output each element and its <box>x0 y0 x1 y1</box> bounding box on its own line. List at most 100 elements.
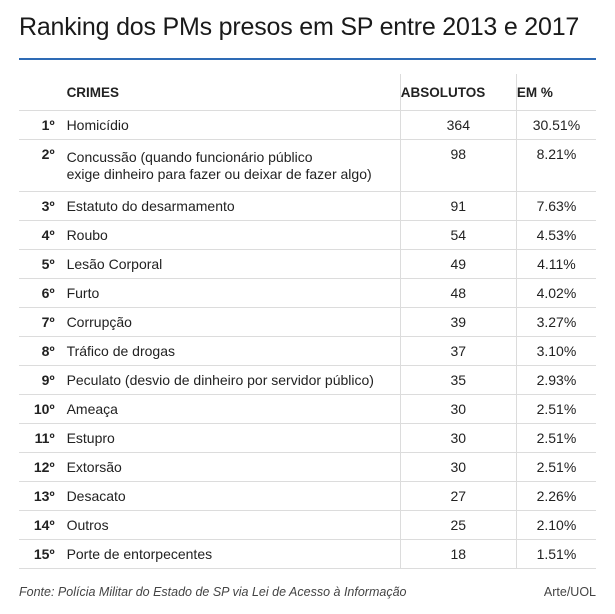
crime-cell: Homicídio <box>60 110 401 140</box>
crime-label: Extorsão <box>66 458 122 475</box>
crime-cell: Estatuto do desarmamento <box>60 191 401 221</box>
crime-cell: Estupro <box>60 423 401 453</box>
rank-cell: 15º <box>19 539 61 569</box>
absolutos-cell: 27 <box>400 481 517 511</box>
absolutos-cell: 30 <box>400 394 517 424</box>
table-row: 4º Roubo 54 4.53% <box>19 220 596 250</box>
absolutos-cell: 54 <box>400 220 517 250</box>
crime-label: Roubo <box>66 226 108 243</box>
percent-cell: 8.21% <box>516 139 596 192</box>
crime-label: Peculato (desvio de dinheiro por servido… <box>66 371 374 388</box>
percent-cell: 2.10% <box>516 510 596 540</box>
absolutos-cell: 25 <box>400 510 517 540</box>
crime-cell: Ameaça <box>60 394 401 424</box>
crime-cell: Corrupção <box>60 307 401 337</box>
table-row: 15º Porte de entorpecentes 18 1.51% <box>19 539 596 569</box>
header-crimes: CRIMES <box>60 74 401 111</box>
rank-cell: 7º <box>19 307 61 337</box>
rank-cell: 14º <box>19 510 61 540</box>
title-divider <box>19 58 596 60</box>
table-header-row: CRIMES ABSOLUTOS EM % <box>19 74 596 111</box>
absolutos-cell: 98 <box>400 139 517 192</box>
absolutos-cell: 30 <box>400 452 517 482</box>
header-em-percent: EM % <box>516 74 596 111</box>
crime-cell: Extorsão <box>60 452 401 482</box>
rank-cell: 8º <box>19 336 61 366</box>
percent-cell: 3.27% <box>516 307 596 337</box>
percent-cell: 1.51% <box>516 539 596 569</box>
crime-label: Porte de entorpecentes <box>66 545 213 562</box>
percent-cell: 2.51% <box>516 394 596 424</box>
absolutos-cell: 39 <box>400 307 517 337</box>
rank-cell: 9º <box>19 365 61 395</box>
percent-cell: 4.11% <box>516 249 596 279</box>
table-row: 14º Outros 25 2.10% <box>19 510 596 540</box>
crime-label: Furto <box>66 284 100 301</box>
crime-cell: Outros <box>60 510 401 540</box>
page-title: Ranking dos PMs presos em SP entre 2013 … <box>19 13 580 41</box>
table-row: 2º Concussão (quando funcionário público e… <box>19 139 596 192</box>
table-row: 3º Estatuto do desarmamento 91 7.63% <box>19 191 596 221</box>
table-row: 5º Lesão Corporal 49 4.11% <box>19 249 596 279</box>
percent-cell: 7.63% <box>516 191 596 221</box>
crime-label: exige dinheiro para fazer ou deixar de f… <box>66 165 372 182</box>
crime-label: Lesão Corporal <box>66 255 163 272</box>
percent-cell: 4.53% <box>516 220 596 250</box>
absolutos-cell: 37 <box>400 336 517 366</box>
crime-cell: Tráfico de drogas <box>60 336 401 366</box>
source-note: Fonte: Polícia Militar do Estado de SP v… <box>19 585 407 599</box>
rank-cell: 11º <box>19 423 61 453</box>
crime-cell: Furto <box>60 278 401 308</box>
percent-cell: 2.51% <box>516 423 596 453</box>
percent-cell: 3.10% <box>516 336 596 366</box>
credit-note: Arte/UOL <box>543 585 596 599</box>
crime-label: Estupro <box>66 429 115 446</box>
percent-cell: 2.93% <box>516 365 596 395</box>
rank-cell: 6º <box>19 278 61 308</box>
absolutos-cell: 364 <box>400 110 517 140</box>
absolutos-cell: 18 <box>400 539 517 569</box>
crime-cell: Peculato (desvio de dinheiro por servido… <box>60 365 401 395</box>
table-row: 13º Desacato 27 2.26% <box>19 481 596 511</box>
header-rank <box>19 74 61 111</box>
table-row: 10º Ameaça 30 2.51% <box>19 394 596 424</box>
absolutos-cell: 49 <box>400 249 517 279</box>
crime-label: Concussão (quando funcionário público <box>66 148 313 165</box>
crime-label: Homicídio <box>66 116 129 133</box>
table-body: 1º Homicídio 364 30.51% 2º Concussão (quando … <box>19 110 596 569</box>
rank-cell: 1º <box>19 110 61 140</box>
crime-label: Outros <box>66 516 109 533</box>
table-row: 6º Furto 48 4.02% <box>19 278 596 308</box>
absolutos-cell: 30 <box>400 423 517 453</box>
rank-cell: 2º <box>19 139 61 192</box>
absolutos-cell: 91 <box>400 191 517 221</box>
table-row: 11º Estupro 30 2.51% <box>19 423 596 453</box>
rank-cell: 10º <box>19 394 61 424</box>
absolutos-cell: 35 <box>400 365 517 395</box>
percent-cell: 30.51% <box>516 110 596 140</box>
header-absolutos: ABSOLUTOS <box>400 74 517 111</box>
crime-label: Desacato <box>66 487 126 504</box>
percent-cell: 4.02% <box>516 278 596 308</box>
crime-label: Tráfico de drogas <box>66 342 175 359</box>
crime-cell: Roubo <box>60 220 401 250</box>
table-row: 12º Extorsão 30 2.51% <box>19 452 596 482</box>
table-row: 7º Corrupção 39 3.27% <box>19 307 596 337</box>
rank-cell: 13º <box>19 481 61 511</box>
percent-cell: 2.51% <box>516 452 596 482</box>
rank-cell: 12º <box>19 452 61 482</box>
table-row: 1º Homicídio 364 30.51% <box>19 110 596 140</box>
crime-cell: Porte de entorpecentes <box>60 539 401 569</box>
crime-label: Estatuto do desarmamento <box>66 197 235 214</box>
crime-cell: Concussão (quando funcionário público exi… <box>60 139 401 192</box>
percent-cell: 2.26% <box>516 481 596 511</box>
crime-cell: Lesão Corporal <box>60 249 401 279</box>
rank-cell: 4º <box>19 220 61 250</box>
rank-cell: 3º <box>19 191 61 221</box>
rank-cell: 5º <box>19 249 61 279</box>
crime-cell: Desacato <box>60 481 401 511</box>
table-row: 9º Peculato (desvio de dinheiro por servi… <box>19 365 596 395</box>
ranking-table: CRIMES ABSOLUTOS EM % 1º Homicídio 364 30.5… <box>19 74 596 569</box>
table-row: 8º Tráfico de drogas 37 3.10% <box>19 336 596 366</box>
